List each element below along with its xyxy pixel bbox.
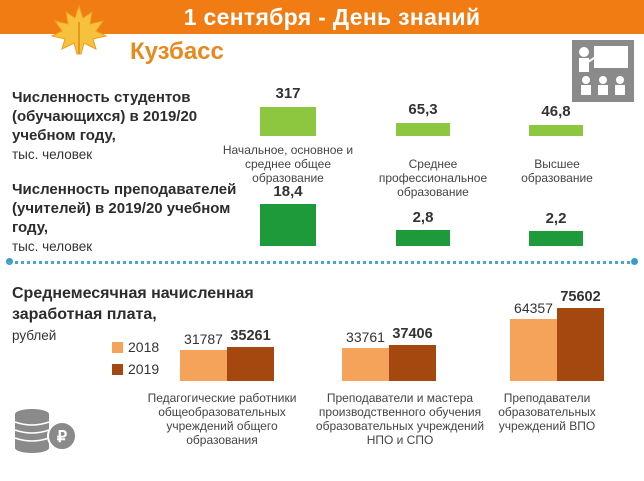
- student-value-2: 46,8: [541, 103, 571, 120]
- svg-text:₽: ₽: [57, 429, 67, 446]
- salary-unit: рублей: [12, 328, 57, 343]
- salary-bar-2018-1: [342, 348, 389, 381]
- teachers-block-title: Численность преподавателей (учителей) в …: [12, 181, 237, 254]
- salary-bar-2018-2: [510, 319, 557, 381]
- legend-label-2019: 2019: [128, 361, 160, 377]
- salary-bar-2019-1: [389, 345, 436, 381]
- salary-value-2019-0: 35261: [230, 328, 271, 344]
- salary-block-title: Среднемесячная начисленная заработная пл…: [12, 285, 254, 343]
- student-bar-2: [529, 125, 583, 136]
- teacher-value-2: 2,2: [545, 210, 567, 227]
- student-bar-0: [260, 107, 316, 136]
- teacher-bar-2: [529, 231, 583, 246]
- student-bar-1: [396, 123, 450, 136]
- salary-category-label-0: Педагогические работники общеобразовател…: [147, 391, 297, 447]
- divider-dotted-line: [8, 261, 636, 264]
- category-label-1: Среднее профессиональное образование: [378, 157, 488, 199]
- category-label-2: Высшее образование: [521, 157, 593, 185]
- salary-value-2019-1: 37406: [392, 326, 433, 342]
- legend-label-2018: 2018: [128, 339, 160, 355]
- header-bar: [0, 0, 644, 34]
- divider-dot-right: [631, 258, 638, 265]
- students-unit: тыс. человек: [12, 147, 93, 162]
- student-value-0: 317: [275, 85, 301, 102]
- teacher-class-icon: [572, 40, 634, 102]
- salary-value-2019-2: 75602: [560, 289, 601, 305]
- salary-value-2018-1: 33761: [346, 329, 385, 345]
- maple-leaf-icon: [50, 4, 108, 55]
- region-title: Кузбасс: [130, 38, 224, 65]
- teacher-bar-0: [260, 204, 316, 246]
- teacher-bar-1: [396, 230, 450, 246]
- salary-value-2018-2: 64357: [514, 300, 553, 316]
- page-title: 1 сентября - День знаний: [183, 4, 481, 30]
- teacher-value-1: 2,8: [412, 209, 434, 226]
- salary-value-2018-0: 31787: [184, 331, 223, 347]
- teacher-value-0: 18,4: [273, 183, 303, 200]
- legend-swatch-2019: [112, 364, 123, 375]
- teachers-unit: тыс. человек: [12, 239, 93, 254]
- student-value-1: 65,3: [408, 101, 438, 118]
- legend-swatch-2018: [112, 342, 123, 353]
- salary-bar-2018-0: [180, 350, 227, 381]
- category-label-0: Начальное, основное и среднее общее обра…: [222, 143, 354, 185]
- students-block-title: Численность студентов (обучающихся) в 20…: [12, 89, 198, 162]
- salary-category-label-2: Преподаватели образовательных учреждений…: [498, 391, 596, 433]
- salary-category-label-1: Преподаватели и мастера производственног…: [315, 391, 485, 447]
- salary-bar-2019-0: [227, 347, 274, 381]
- salary-bar-2019-2: [557, 308, 604, 381]
- coins-ruble-icon: ₽: [14, 409, 77, 453]
